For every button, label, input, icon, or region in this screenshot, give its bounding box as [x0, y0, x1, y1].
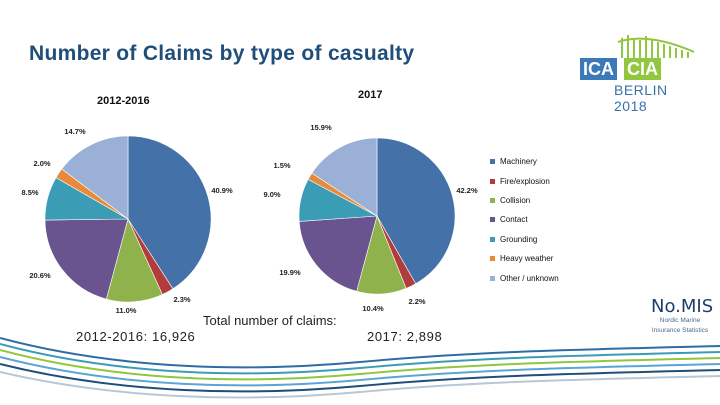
chart-title-2012-2016: 2012-2016 [97, 95, 150, 107]
cia-badge: CIA [624, 58, 661, 80]
legend-item-contact: Contact [490, 210, 559, 229]
legend-label: Grounding [500, 234, 538, 244]
data-label-0-4: 8.5% [21, 188, 38, 197]
data-label-0-1: 2.3% [173, 295, 190, 304]
data-label-0-5: 2.0% [33, 159, 50, 168]
page-title: Number of Claims by type of casualty [29, 42, 415, 65]
legend-label: Other / unknown [500, 273, 559, 283]
total-claims-2012-2016: 2012-2016: 16,926 [76, 329, 196, 344]
legend-swatch [490, 217, 495, 223]
ica-badge: ICA [580, 58, 617, 80]
legend-item-machinery: Machinery [490, 152, 559, 171]
pie-slice-0-machinery [127, 135, 212, 290]
data-label-1-0: 42.2% [456, 186, 478, 195]
legend-label: Heavy weather [500, 254, 554, 264]
data-label-0-6: 14.7% [64, 127, 86, 136]
legend-label: Machinery [500, 157, 537, 167]
chart-legend: Machinery Fire/explosion Collision Conta… [490, 152, 559, 288]
legend-item-heavy-weather: Heavy weather [490, 249, 559, 268]
decorative-waves [0, 337, 720, 399]
legend-item-collision: Collision [490, 191, 559, 210]
total-claims-label: Total number of claims: [203, 313, 337, 328]
legend-item-grounding: Grounding [490, 230, 559, 249]
total-claims-2017: 2017: 2,898 [367, 329, 443, 344]
pie-slice-0-contact [44, 218, 129, 300]
legend-label: Collision [500, 195, 531, 205]
data-label-1-2: 10.4% [362, 304, 384, 313]
data-label-0-2: 11.0% [116, 306, 137, 315]
pie-slice-1-contact [298, 215, 378, 292]
data-label-0-0: 40.9% [211, 186, 233, 195]
legend-swatch [490, 197, 495, 203]
nomis-subtitle-line2: Insurance Statistics [651, 327, 709, 334]
data-label-1-1: 2.2% [408, 297, 425, 306]
legend-swatch [490, 159, 495, 165]
nomis-subtitle: Nordic Marine Insurance Statistics [645, 316, 715, 336]
nomis-logo: No.MIS [651, 296, 714, 317]
pie-slice-1-other-unknown [311, 137, 378, 217]
legend-label: Fire/explosion [500, 176, 550, 186]
data-label-1-5: 1.5% [273, 161, 290, 170]
data-label-1-6: 15.9% [310, 123, 332, 132]
data-label-0-3: 20.6% [29, 271, 51, 280]
pie-slice-0-other-unknown [61, 135, 129, 220]
legend-swatch [490, 256, 495, 262]
legend-swatch [490, 178, 495, 184]
data-label-1-4: 9.0% [263, 190, 280, 199]
pie-slice-1-machinery [376, 137, 456, 285]
legend-label: Contact [500, 215, 528, 225]
legend-swatch [490, 236, 495, 242]
legend-swatch [490, 275, 495, 281]
berlin-2018: BERLIN 2018 [614, 82, 668, 114]
legend-item-fire-explosion: Fire/explosion [490, 171, 559, 190]
data-label-1-3: 19.9% [279, 268, 301, 277]
ica-cia-logo: ICA CIA BERLIN 2018 [578, 30, 696, 114]
chart-title-2017: 2017 [358, 89, 383, 101]
legend-item-other: Other / unknown [490, 268, 559, 287]
nomis-subtitle-line1: Nordic Marine [659, 317, 701, 324]
building-icon [617, 35, 695, 58]
